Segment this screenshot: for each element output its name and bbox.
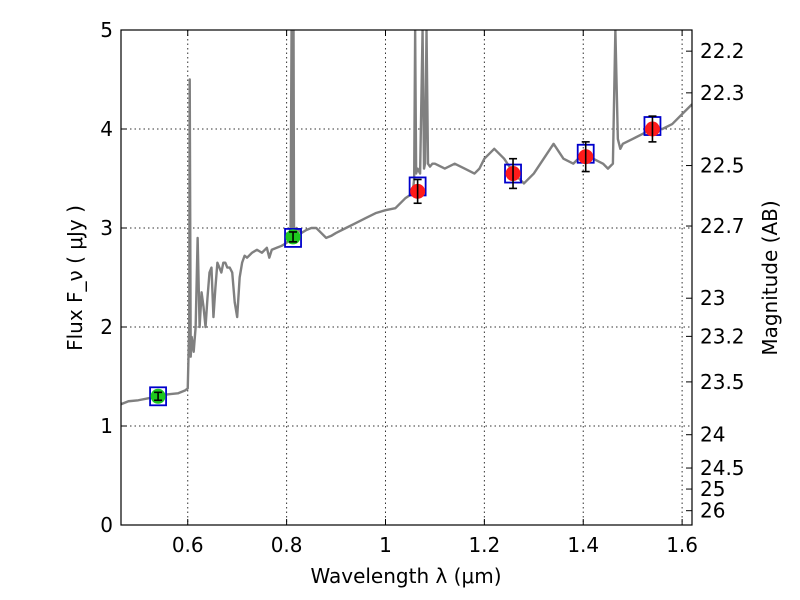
mag-tick-label: 23 (700, 286, 725, 310)
plot-area (121, 30, 692, 407)
y-tick-label: 5 (100, 18, 113, 42)
mag-tick-label: 22.2 (700, 39, 745, 63)
mag-tick-label: 23.5 (700, 370, 745, 394)
x-tick-label: 1.2 (468, 533, 500, 557)
y-tick-label: 4 (100, 117, 113, 141)
grid-layer (121, 30, 692, 525)
mag-tick-label: 24 (700, 423, 725, 447)
x-tick-label: 1.4 (567, 533, 599, 557)
plot-frame (120, 29, 693, 526)
mag-tick-label: 22.5 (700, 154, 745, 178)
y-tick-label: 1 (100, 414, 113, 438)
ticks-layer: 0.6 0.8 1 1.2 1.4 1.601234522.222.322.522.723… (100, 18, 744, 557)
model-flux-marker (284, 227, 302, 248)
x-tick-label: 1.6 (666, 533, 698, 557)
mag-tick-label: 23.2 (700, 324, 745, 348)
mag-tick-label: 26 (700, 499, 725, 523)
y-axis-title: Flux F_ν ( μJy ) (63, 205, 87, 351)
y-axis-right-title: Magnitude (AB) (758, 200, 782, 355)
mag-tick-label: 25 (700, 477, 725, 501)
x-tick-label: 0.8 (271, 533, 303, 557)
mag-tick-label: 22.7 (700, 214, 745, 238)
y-tick-label: 2 (100, 315, 113, 339)
x-tick-label: 0.6 (172, 533, 204, 557)
model-flux-marker (149, 386, 167, 407)
y-tick-label: 3 (100, 216, 113, 240)
x-tick-label: 1 (379, 533, 392, 557)
mag-tick-label: 24.5 (700, 456, 745, 480)
x-axis-title: Wavelength λ (μm) (310, 564, 501, 588)
mag-tick-label: 22.3 (700, 81, 745, 105)
y-tick-label: 0 (100, 513, 113, 537)
